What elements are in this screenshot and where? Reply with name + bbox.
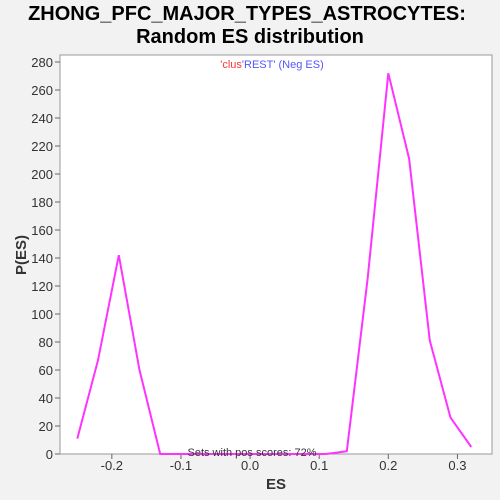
y-tick-label: 140 — [31, 251, 53, 266]
y-tick-label: 120 — [31, 279, 53, 294]
annotation: Sets with pos scores: 72% — [187, 447, 316, 459]
chart-title-line2: Random ES distribution — [136, 26, 364, 48]
x-tick-label: -0.1 — [170, 458, 192, 473]
y-axis: 0 20 40 60 80 100 120 140 160 180 200 220 240 260 280 — [31, 55, 60, 462]
chart-title-line1: ZHONG_PFC_MAJOR_TYPES_ASTROCYTES: — [28, 3, 466, 25]
y-tick-label: 260 — [31, 83, 53, 98]
y-tick-label: 0 — [46, 447, 53, 462]
legend-part-3: (Neg ES) — [275, 59, 323, 71]
y-tick-label: 240 — [31, 111, 53, 126]
legend-part-2: 'REST' — [242, 59, 276, 71]
y-tick-label: 160 — [31, 223, 53, 238]
y-tick-label: 80 — [39, 335, 53, 350]
y-tick-label: 60 — [39, 363, 53, 378]
x-tick-label: 0.2 — [379, 458, 397, 473]
y-axis-label: P(ES) — [13, 235, 30, 275]
x-tick-label: 0.1 — [310, 458, 328, 473]
x-axis: -0.2 -0.1 0.0 0.1 0.2 0.3 — [101, 454, 466, 473]
x-tick-label: 0.3 — [448, 458, 466, 473]
y-tick-label: 180 — [31, 195, 53, 210]
y-tick-label: 220 — [31, 139, 53, 154]
series-line — [76, 72, 473, 455]
x-tick-label: -0.2 — [101, 458, 123, 473]
legend: 'clus'REST' (Neg ES) — [220, 59, 324, 71]
y-tick-label: 280 — [31, 55, 53, 70]
y-tick-label: 200 — [31, 167, 53, 182]
legend-part-1: 'clus — [220, 59, 242, 71]
y-tick-label: 20 — [39, 419, 53, 434]
x-tick-label: 0.0 — [241, 458, 259, 473]
y-tick-label: 100 — [31, 307, 53, 322]
y-tick-label: 40 — [39, 391, 53, 406]
x-axis-label: ES — [266, 476, 286, 493]
plot-area — [59, 54, 493, 455]
